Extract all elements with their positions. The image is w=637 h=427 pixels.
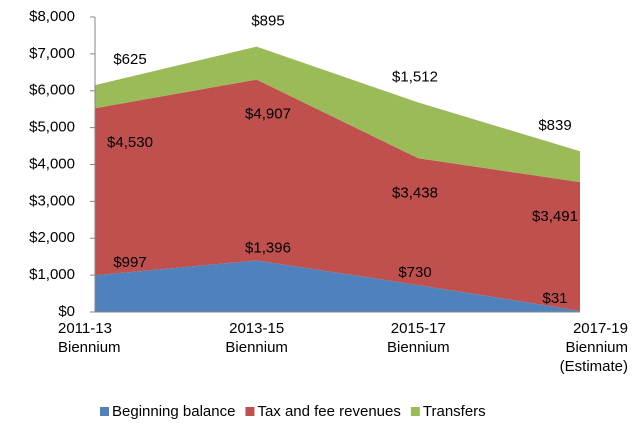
data-label: $895 <box>251 13 284 30</box>
data-label: $3,491 <box>532 208 578 225</box>
area <box>95 46 580 183</box>
x-tick-label: 2017-19 Biennium (Estimate) <box>560 320 628 375</box>
y-tick-label: $1,000 <box>29 266 75 283</box>
y-tick-label: $7,000 <box>29 45 75 62</box>
x-tick-line: 2015-17 <box>391 320 446 337</box>
area <box>95 260 580 312</box>
y-tick-label: $8,000 <box>29 8 75 25</box>
y-tick-label: $5,000 <box>29 119 75 136</box>
data-label: $1,512 <box>392 69 438 86</box>
x-tick-line: (Estimate) <box>560 358 628 375</box>
data-label: $1,396 <box>245 239 291 256</box>
data-label: $4,907 <box>245 106 291 123</box>
x-tick-line: Biennium <box>387 339 450 356</box>
x-tick-line: 2017-19 <box>573 320 628 337</box>
x-tick-line: Biennium <box>225 339 288 356</box>
data-label: $839 <box>538 117 571 134</box>
y-tick-label: $0 <box>58 303 75 320</box>
legend-swatch <box>100 407 109 416</box>
data-label: $625 <box>113 51 146 68</box>
legend-label: Beginning balance <box>112 403 235 420</box>
x-tick-line: 2013-15 <box>229 320 284 337</box>
legend-label: Tax and fee revenues <box>257 403 400 420</box>
x-tick-line: Biennium <box>58 339 121 356</box>
legend-swatch <box>245 407 255 416</box>
data-label: $4,530 <box>107 134 153 151</box>
legend-swatch <box>410 407 420 416</box>
y-tick-label: $3,000 <box>29 192 75 209</box>
data-label: $31 <box>542 290 567 307</box>
y-tick-label: $2,000 <box>29 229 75 246</box>
area <box>95 79 580 311</box>
x-tick-line: 2011-13 <box>58 320 112 337</box>
data-label: $3,438 <box>392 184 438 201</box>
x-tick-line: Biennium <box>565 339 628 356</box>
y-tick-label: $4,000 <box>29 155 75 172</box>
y-tick-label: $6,000 <box>29 82 75 99</box>
legend-label: Transfers <box>423 403 486 420</box>
x-tick-label: 2015-17 Biennium <box>387 320 450 356</box>
x-tick-label: 2011-13 Biennium <box>58 320 121 356</box>
data-label: $730 <box>398 264 431 281</box>
data-label: $997 <box>113 254 146 271</box>
x-tick-label: 2013-15 Biennium <box>225 320 288 356</box>
